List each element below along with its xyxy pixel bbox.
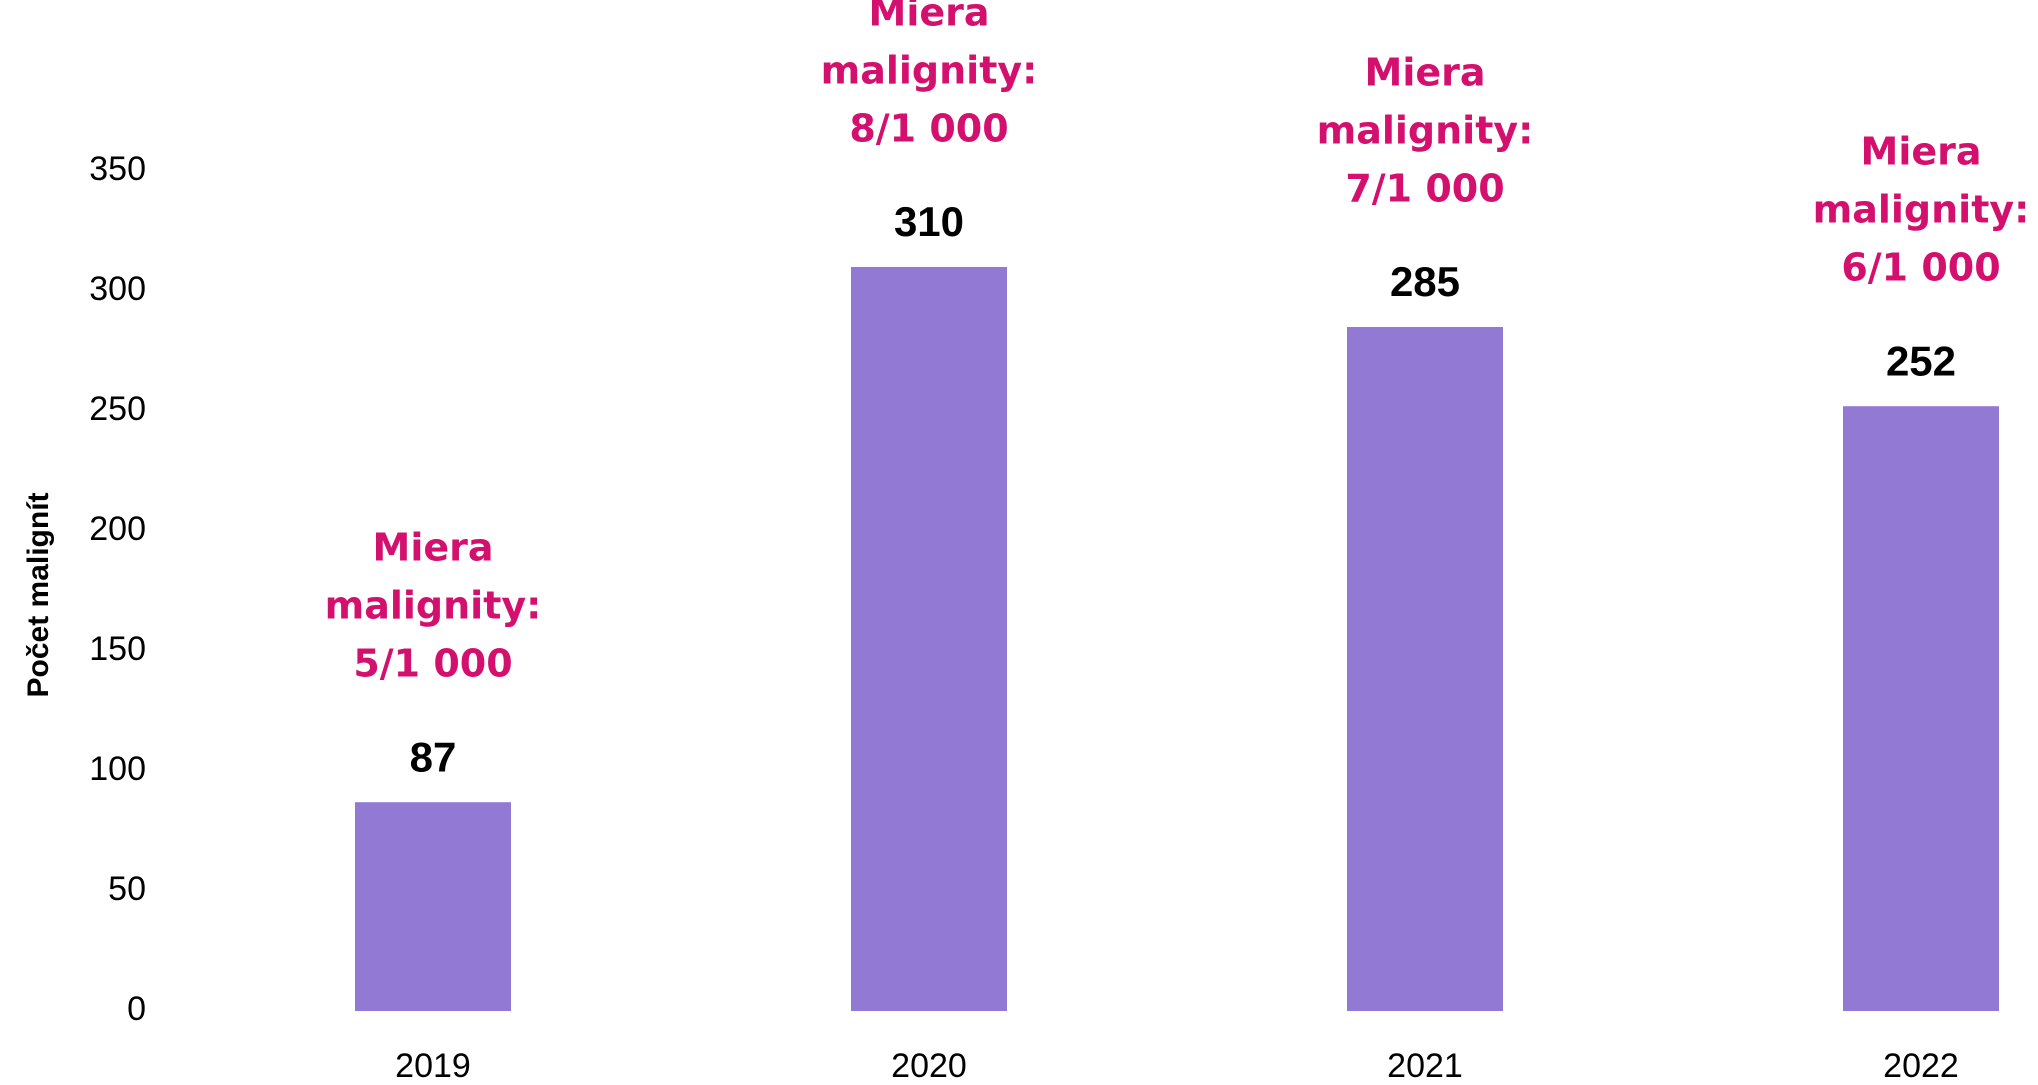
y-tick-label: 0 xyxy=(127,990,146,1028)
y-tick-label: 50 xyxy=(108,870,146,908)
annotation: 7/1 000 xyxy=(1345,167,1504,211)
x-tick-label: 2019 xyxy=(395,1047,471,1085)
bar xyxy=(1843,406,1999,1011)
value-label: 285 xyxy=(1390,258,1460,305)
y-tick-label: 100 xyxy=(89,750,146,788)
y-tick-label: 150 xyxy=(89,630,146,668)
y-tick-label: 250 xyxy=(89,390,146,428)
x-tick-label: 2022 xyxy=(1883,1047,1959,1085)
annotation: Miera xyxy=(869,0,990,35)
value-label: 87 xyxy=(410,733,457,780)
value-label: 252 xyxy=(1886,337,1956,384)
value-label: 310 xyxy=(894,198,964,245)
bar xyxy=(355,802,511,1011)
y-axis-title: Počet malignít xyxy=(22,492,55,697)
y-tick-label: 200 xyxy=(89,510,146,548)
annotation: Miera xyxy=(1365,51,1486,95)
annotation: Miera xyxy=(1861,130,1982,174)
x-tick-label: 2021 xyxy=(1387,1047,1463,1085)
annotation: 6/1 000 xyxy=(1841,246,2000,290)
y-tick-label: 300 xyxy=(89,270,146,308)
annotation: malignity: xyxy=(325,584,542,628)
y-tick-label: 350 xyxy=(89,150,146,188)
annotation: 5/1 000 xyxy=(353,642,512,686)
annotation: Miera xyxy=(373,526,494,570)
bar xyxy=(851,267,1007,1011)
annotation: malignity: xyxy=(1813,188,2030,232)
bar xyxy=(1347,327,1503,1011)
annotation: malignity: xyxy=(821,49,1038,93)
x-tick-label: 2020 xyxy=(891,1047,967,1085)
annotation: 8/1 000 xyxy=(849,107,1008,151)
annotation: malignity: xyxy=(1317,109,1534,153)
